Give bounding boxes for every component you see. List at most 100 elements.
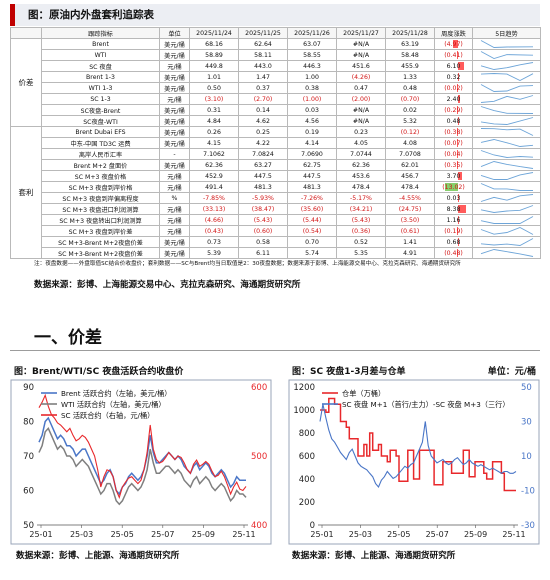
value-cell: 478.4 (385, 181, 435, 193)
value-cell: -5.17% (336, 192, 386, 204)
value-cell: (33.13) (189, 203, 239, 215)
indicator-name: Brent (41, 38, 160, 50)
weekly-change-bar (457, 194, 459, 202)
value-cell: 7.0824 (238, 148, 288, 160)
value-cell: 63.19 (385, 38, 435, 50)
unit-cell: 元/桶 (159, 214, 190, 226)
sparkline-line (480, 84, 534, 92)
weekly-change-bar (457, 106, 458, 114)
value-cell: (0.60) (238, 225, 288, 237)
value-cell: #N/A (336, 38, 386, 50)
y-right-tick-label: -10 (521, 487, 535, 497)
weekly-change-value: 8.38 (446, 205, 461, 213)
weekly-change-value: (0.04) (444, 150, 463, 158)
value-cell: (5.43) (238, 214, 288, 226)
sparkline-line (480, 117, 534, 125)
trend-sparkline (472, 71, 541, 83)
left-chart-title-text: 图：Brent/WTI/SC 夜盘活跃合约收盘价 (14, 367, 184, 377)
section-divider (10, 350, 540, 351)
col-header: 2025/11/25 (238, 27, 288, 39)
right-chart-unit: 单位：元/桶 (487, 367, 536, 377)
y-left-tick-label: 90 (23, 383, 34, 393)
value-cell: 62.36 (189, 159, 239, 171)
table-row: 价差 Brent 美元/桶 68.16 62.64 63.07 #N/A 63.19 (4.97… (10, 38, 541, 127)
value-cell: 0.52 (336, 236, 386, 248)
trend-sparkline (472, 203, 541, 215)
x-tick-label: 25-09 (192, 530, 215, 539)
sparkline-line (480, 172, 534, 180)
source-note-right: 数据来源：彭博、上能源、海通期货研究所 (292, 551, 456, 561)
sparkline-line (480, 51, 534, 59)
unit-cell: 美元/桶 (159, 137, 190, 149)
table-row: SC M+3 夜盘到岸价差 元/桶 (0.43) (0.60) (0.54) (0.36)… (11, 225, 541, 237)
value-cell: (5.43) (336, 214, 386, 226)
value-cell: (1.00) (287, 93, 337, 105)
trend-sparkline (472, 159, 541, 171)
source-note-left: 数据来源：彭博、上能源、海通期货研究所 (16, 551, 180, 561)
series-line (38, 393, 247, 499)
weekly-change-value: 0.03 (446, 194, 461, 202)
weekly-change-bar (457, 238, 459, 246)
unit-cell: 美元/桶 (159, 159, 190, 171)
indicator-name: SC M+3-Brent M+2夜盘价差 (41, 236, 160, 248)
value-cell: 0.19 (287, 126, 337, 138)
col-header: 5日趋势 (472, 27, 541, 39)
weekly-change-bar (457, 73, 459, 81)
value-cell: 456.7 (385, 170, 435, 182)
sparkline-line (480, 106, 534, 114)
weekly-change-cell: 6.10 (434, 60, 473, 72)
unit-cell: 美元/桶 (159, 115, 190, 127)
value-cell: 449.8 (189, 60, 239, 72)
indicator-name: SC 夜盘 (41, 60, 160, 72)
weekly-change-cell: 0.32 (434, 71, 473, 83)
value-cell: 58.89 (189, 49, 239, 61)
table-row: SC M+3 夜盘转出口利润测算 元/桶 (4.66) (5.43) (5.44) (5.… (11, 214, 541, 226)
table-row: SC夜盘-WTI 美元/桶 4.84 4.62 4.56 #N/A 5.32 0.48 (11, 115, 541, 127)
value-cell: 0.48 (385, 82, 435, 94)
value-cell: 0.58 (238, 236, 288, 248)
value-cell: 0.70 (287, 236, 337, 248)
weekly-change-bar (445, 183, 458, 191)
unit-cell: 美元/桶 (159, 38, 190, 50)
sparkline-line (480, 139, 534, 147)
value-cell: 0.14 (238, 104, 288, 116)
unit-cell: 美元/桶 (159, 71, 190, 83)
value-cell: (0.36) (336, 225, 386, 237)
weekly-change-value: (0.29) (444, 106, 463, 114)
weekly-change-cell: 0.03 (434, 192, 473, 204)
sparkline-line (480, 249, 534, 257)
value-cell: 5.74 (287, 247, 337, 259)
x-tick-label: 25-03 (349, 530, 372, 539)
sparkline (480, 84, 534, 92)
table-row: 离岸人民币汇率 -7.1062 7.0824 7.0690 7.0744 7.0708 (0… (11, 148, 541, 160)
unit-cell: - (159, 148, 190, 160)
value-cell: 7.0690 (287, 148, 337, 160)
table-row: SC M+3-Brent M+2夜盘价差 美元/桶 0.73 0.58 0.70 0.52… (11, 236, 541, 248)
weekly-change-value: (4.97) (444, 40, 463, 48)
trend-sparkline (472, 236, 541, 248)
sparkline (480, 51, 534, 59)
col-header: 跟踪指标 (41, 27, 160, 39)
weekly-change-value: (0.48) (444, 249, 463, 257)
value-cell: (3.50) (385, 214, 435, 226)
unit-cell: 美元/桶 (159, 82, 190, 94)
value-cell: 4.91 (385, 247, 435, 259)
indicator-name: SC M+3 夜盘到岸价差 (41, 225, 160, 237)
weekly-change-bar (457, 62, 464, 70)
col-header: 周度涨跌 (434, 27, 473, 39)
weekly-change-value: (0.38) (444, 128, 463, 136)
legend-label: Brent 活跃合约（左轴，美元/桶） (61, 389, 171, 398)
value-cell: 0.37 (238, 82, 288, 94)
x-tick-label: 25-07 (426, 530, 449, 539)
unit-cell: 美元/桶 (159, 126, 190, 138)
value-cell: (35.60) (287, 203, 337, 215)
col-header: 2025/11/24 (189, 27, 239, 39)
sparkline-line (480, 216, 534, 224)
value-cell: (0.54) (287, 225, 337, 237)
indicator-name: Brent Dubai EFS (41, 126, 160, 138)
value-cell: 4.62 (238, 115, 288, 127)
sparkline-line (480, 205, 534, 213)
trend-sparkline (472, 104, 541, 116)
value-cell: 4.14 (287, 137, 337, 149)
unit-cell: 元/桶 (159, 60, 190, 72)
